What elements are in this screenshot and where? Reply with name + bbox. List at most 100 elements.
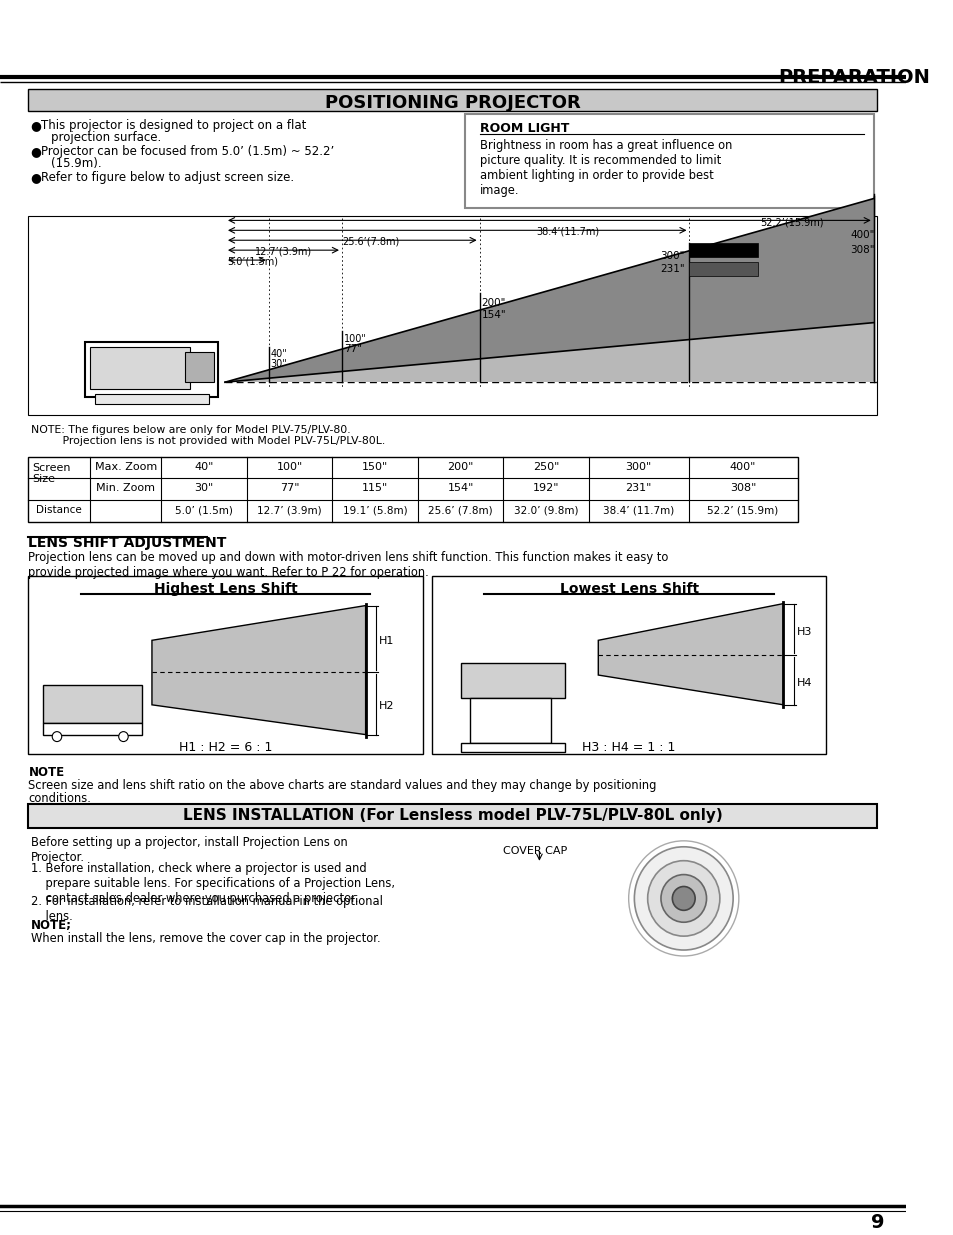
Text: 200": 200" [447,462,474,472]
Text: H1 : H2 = 6 : 1: H1 : H2 = 6 : 1 [178,741,272,753]
Text: 308": 308" [729,483,756,494]
Bar [86,342,218,398]
Text: 5.0’(1.5m): 5.0’(1.5m) [227,256,277,266]
Text: 2. For installation, refer to installation manual in the optional
    lens.: 2. For installation, refer to installati… [31,895,383,924]
Text: H3: H3 [796,627,811,637]
Text: 400": 400" [729,462,756,472]
Text: Min. Zoom: Min. Zoom [96,483,155,494]
Text: H1: H1 [378,636,394,646]
Text: 200": 200" [481,298,505,308]
Text: 1. Before installation, check where a projector is used and
    prepare suitable: 1. Before installation, check where a pr… [31,862,395,905]
Text: Max. Zoom: Max. Zoom [94,462,157,472]
Circle shape [672,887,695,910]
Text: 12.7’ (3.9m): 12.7’ (3.9m) [257,505,321,515]
Text: POSITIONING PROJECTOR: POSITIONING PROJECTOR [325,94,580,112]
Circle shape [660,874,706,923]
Bar [29,576,422,755]
Text: Max. Zoom: Max. Zoom [692,246,751,256]
Text: Projection lens can be moved up and down with motor-driven lens shift function. : Projection lens can be moved up and down… [29,551,668,579]
Text: 19.1’ (5.8m): 19.1’ (5.8m) [342,505,407,515]
Text: Brightness in room has a great influence on
picture quality. It is recommended t: Brightness in room has a great influence… [479,140,731,196]
Text: 38.4’ (11.7m): 38.4’ (11.7m) [602,505,674,515]
Text: 32.0’ (9.8m): 32.0’ (9.8m) [514,505,578,515]
Text: H4: H4 [796,678,811,688]
Text: 115": 115" [361,483,388,494]
Text: 300": 300" [659,251,683,261]
Text: 40": 40" [271,350,287,359]
Circle shape [647,861,720,936]
Text: 30": 30" [271,359,287,369]
Text: ●: ● [30,170,41,184]
Bar [91,347,190,389]
Text: 308": 308" [849,246,874,256]
Text: 9: 9 [870,1213,883,1233]
Text: 25.6’(7.8m): 25.6’(7.8m) [341,236,398,246]
Text: This projector is designed to project on a flat: This projector is designed to project on… [41,119,306,132]
Bar [29,804,877,827]
Text: projection surface.: projection surface. [51,131,161,144]
Bar [460,663,564,698]
Text: 77": 77" [279,483,299,494]
Text: 300": 300" [625,462,651,472]
Text: H3 : H4 = 1 : 1: H3 : H4 = 1 : 1 [582,741,675,753]
Text: Screen size and lens shift ratio on the above charts are standard values and the: Screen size and lens shift ratio on the … [29,779,657,793]
Text: 30": 30" [194,483,213,494]
Bar [689,243,757,257]
Text: 52.2’ (15.9m): 52.2’ (15.9m) [707,505,778,515]
Text: Lowest Lens Shift: Lowest Lens Shift [559,582,698,595]
Bar [470,698,550,742]
Text: LENS INSTALLATION (For Lensless model PLV-75L/PLV-80L only): LENS INSTALLATION (For Lensless model PL… [183,808,722,823]
Text: 400": 400" [849,230,873,241]
Polygon shape [225,199,873,382]
Bar [95,394,209,404]
Text: PREPARATION: PREPARATION [778,68,929,86]
Text: 25.6’ (7.8m): 25.6’ (7.8m) [428,505,493,515]
Text: Min. Zoom: Min. Zoom [692,264,749,274]
Text: 100": 100" [276,462,302,472]
Text: 154": 154" [447,483,474,494]
Text: COVER CAP: COVER CAP [503,846,567,856]
Bar [29,216,877,415]
Text: 12.7’(3.9m): 12.7’(3.9m) [254,246,312,256]
Text: 154": 154" [481,310,506,320]
Text: (15.9m).: (15.9m). [51,157,102,170]
Text: 100": 100" [343,333,366,343]
Text: 40": 40" [194,462,213,472]
Text: 5.0’ (1.5m): 5.0’ (1.5m) [175,505,233,515]
Text: 77": 77" [343,345,361,354]
Bar [29,89,877,111]
Text: 150": 150" [361,462,388,472]
Text: NOTE;: NOTE; [31,919,72,932]
Text: NOTE: NOTE [29,767,65,779]
Text: NOTE: The figures below are only for Model PLV-75/PLV-80.
         Projection le: NOTE: The figures below are only for Mod… [31,425,385,447]
Circle shape [52,731,62,741]
Text: Projector can be focused from 5.0’ (1.5m) ~ 52.2’: Projector can be focused from 5.0’ (1.5m… [41,144,334,158]
Bar [43,722,142,735]
Bar [689,262,757,275]
Text: LENS SHIFT ADJUSTMENT: LENS SHIFT ADJUSTMENT [29,536,227,550]
Text: 52.2’(15.9m): 52.2’(15.9m) [759,217,822,227]
Polygon shape [598,604,782,705]
Text: When install the lens, remove the cover cap in the projector.: When install the lens, remove the cover … [31,932,380,945]
Circle shape [118,731,128,741]
Bar [43,685,142,722]
Text: 192": 192" [532,483,558,494]
Text: Highest Lens Shift: Highest Lens Shift [153,582,297,595]
Text: ●: ● [30,144,41,158]
Polygon shape [152,605,365,735]
Bar [465,114,873,209]
Text: 250": 250" [533,462,558,472]
Text: conditions.: conditions. [29,792,91,805]
Bar [29,457,797,522]
Bar [460,742,564,752]
Text: 231": 231" [659,264,684,274]
Bar [432,576,825,755]
Text: H2: H2 [378,700,394,711]
Text: Refer to figure below to adjust screen size.: Refer to figure below to adjust screen s… [41,170,294,184]
Text: ●: ● [30,119,41,132]
Polygon shape [225,199,873,382]
Circle shape [634,847,732,950]
Text: ROOM LIGHT: ROOM LIGHT [479,122,568,135]
Bar [185,352,213,382]
Text: Screen
Size: Screen Size [32,463,71,484]
